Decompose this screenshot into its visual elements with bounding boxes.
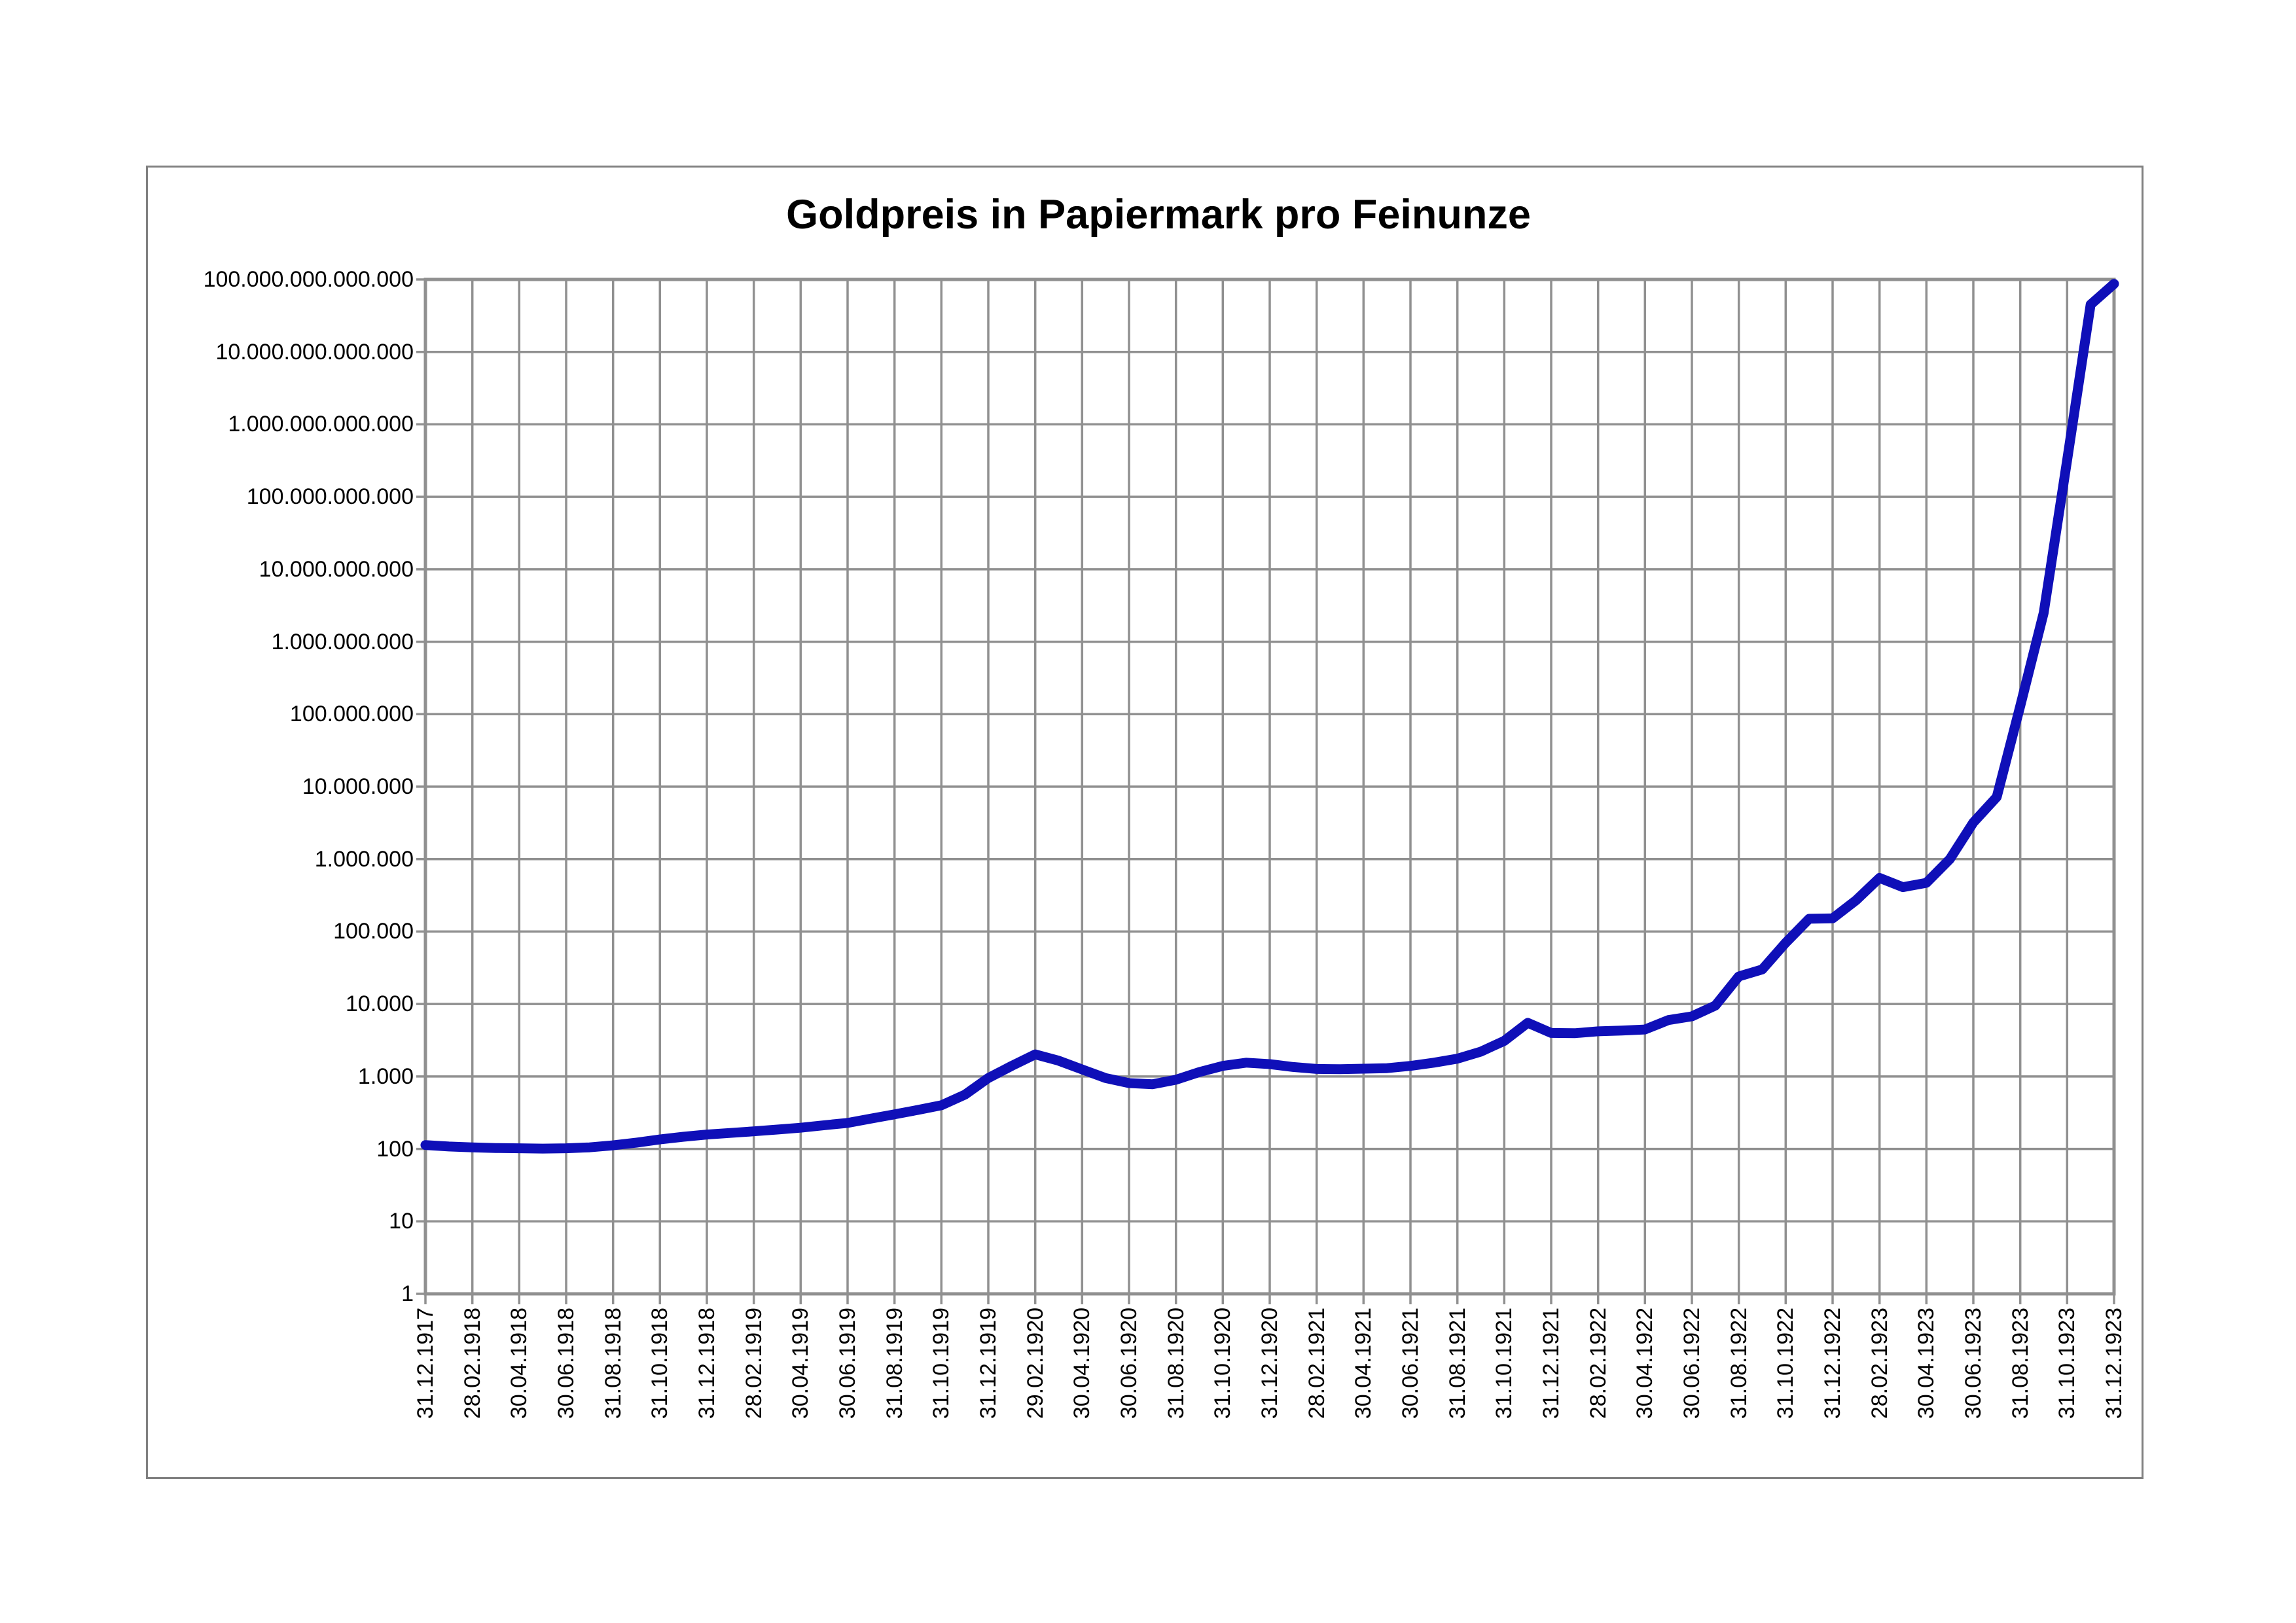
plot-frame bbox=[423, 277, 2116, 1296]
vertical-gridlines bbox=[424, 279, 2115, 1304]
price-line bbox=[420, 279, 2119, 1154]
chart-outer-border bbox=[146, 166, 2144, 1479]
chart-title: Goldpreis in Papiermark pro Feinunze bbox=[786, 192, 1531, 238]
